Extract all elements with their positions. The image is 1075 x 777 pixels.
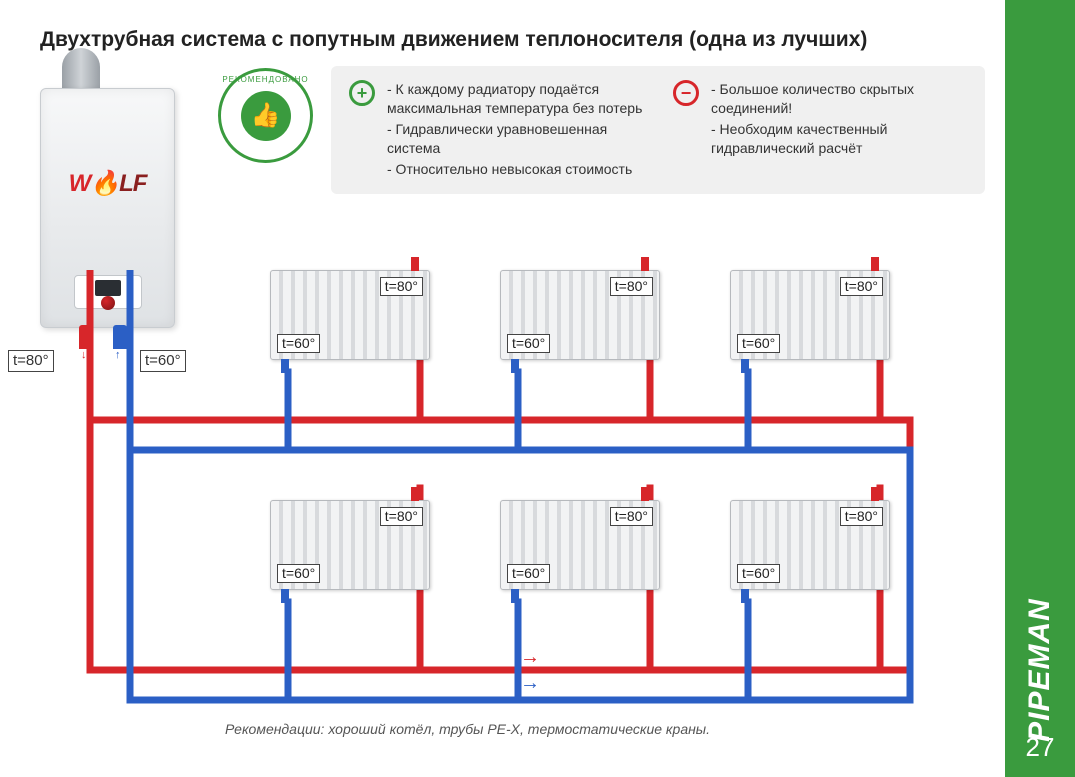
page-number: 27: [1005, 732, 1075, 763]
flow-arrow-hot: →: [520, 646, 540, 669]
cons-list: - Большое количество скрытых соединений!…: [711, 80, 967, 180]
plus-icon: +: [349, 80, 375, 106]
pros-list: - К каждому радиатору подаётся максималь…: [387, 80, 643, 180]
thumbs-up-icon: 👍: [241, 91, 291, 141]
rad-out-temp: t=60°: [277, 334, 320, 353]
piping-diagram: t=80° t=60° t=80° t=60° t=80° t=60° t=80…: [40, 270, 940, 710]
radiator: t=80° t=60°: [500, 500, 660, 590]
footnote: Рекомендации: хороший котёл, трубы PE-X,…: [0, 721, 935, 737]
brand-logo: PIPEMAN: [1023, 598, 1057, 742]
flow-arrow-cold: →: [520, 672, 540, 695]
radiator: t=80° t=60°: [730, 500, 890, 590]
stamp-ring-text: РЕКОМЕНДОВАНО: [222, 75, 308, 84]
radiator: t=80° t=60°: [500, 270, 660, 360]
radiator: t=80° t=60°: [270, 270, 430, 360]
radiator: t=80° t=60°: [730, 270, 890, 360]
brand-sidebar: PIPEMAN 27: [1005, 0, 1075, 777]
minus-icon: −: [673, 80, 699, 106]
boiler-brand: W🔥LF: [41, 169, 174, 198]
page-title: Двухтрубная система с попутным движением…: [40, 28, 985, 52]
recommended-stamp: РЕКОМЕНДОВАНО 👍: [218, 68, 313, 163]
radiator: t=80° t=60°: [270, 500, 430, 590]
pros-cons-panel: + - К каждому радиатору подаётся максима…: [331, 66, 985, 194]
rad-in-temp: t=80°: [380, 277, 423, 296]
